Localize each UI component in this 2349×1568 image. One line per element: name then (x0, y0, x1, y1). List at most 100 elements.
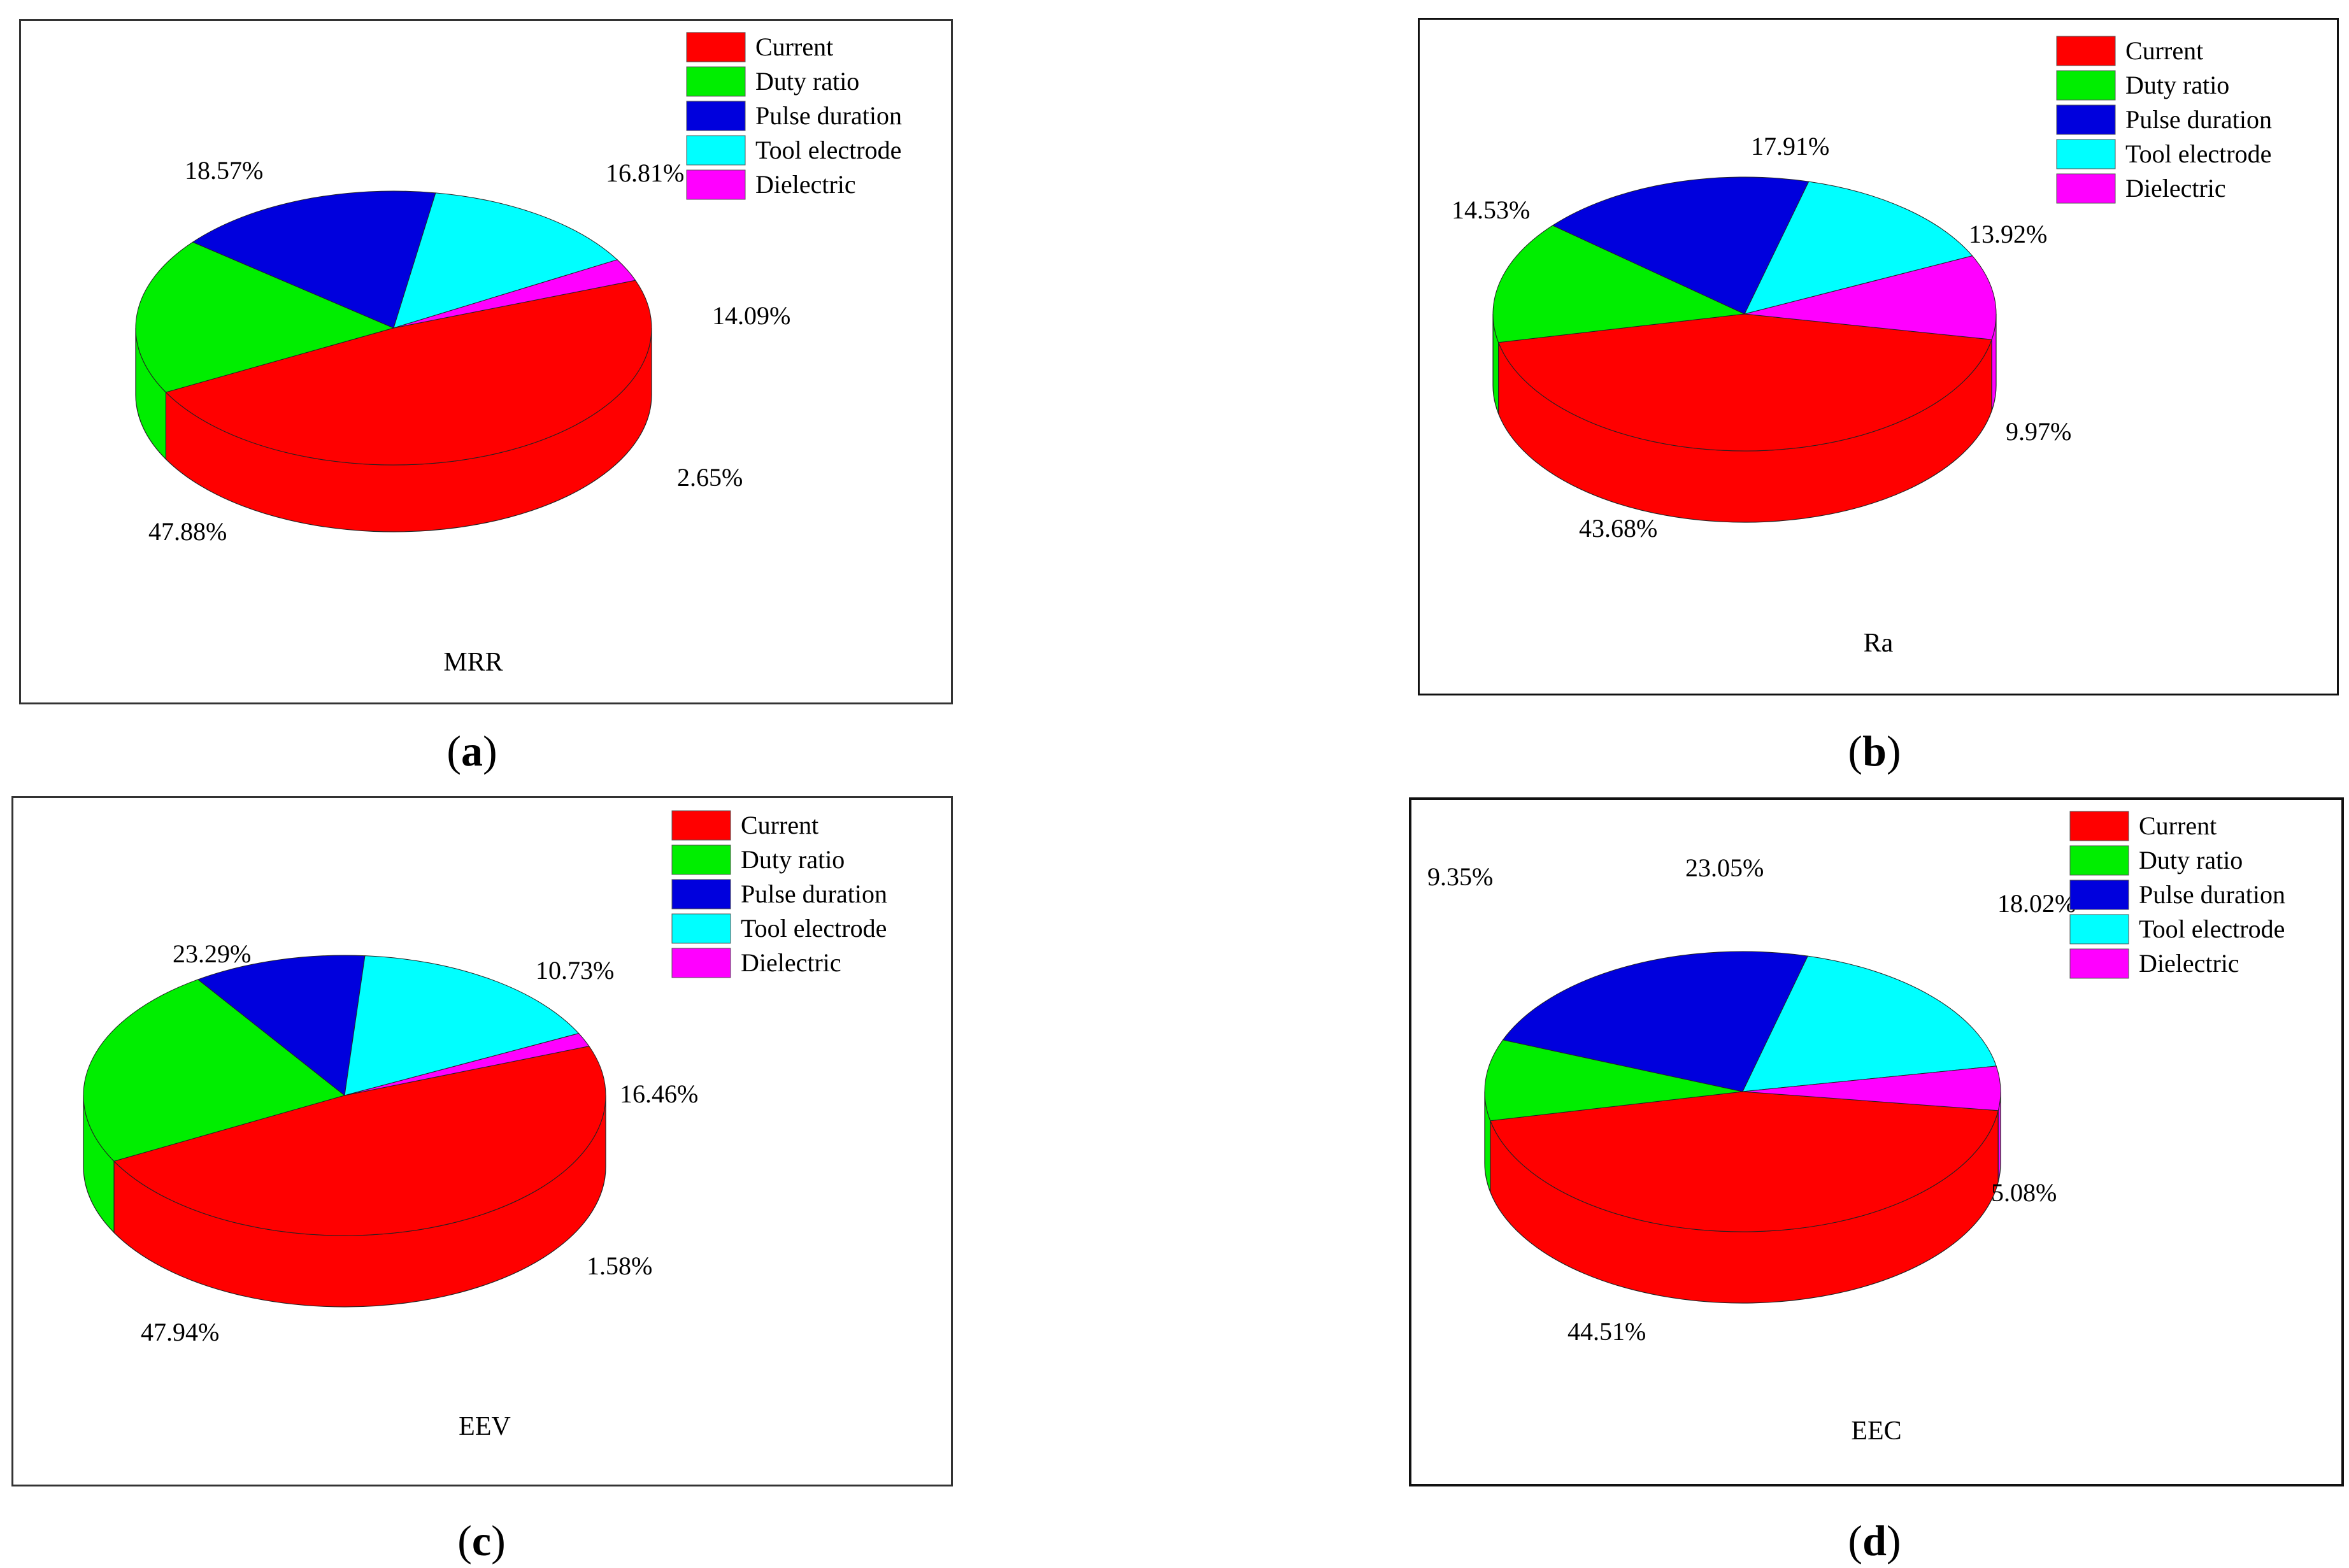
chart-c-title: EEV (459, 1412, 511, 1441)
legend-a-label: Tool electrode (755, 136, 901, 164)
legend-c-label: Tool electrode (741, 914, 887, 943)
pie-b-slice-pulse-duration (1552, 176, 1810, 315)
pie-c-slice-tool-electrode (344, 955, 580, 1096)
pie-c-value-label: 47.94% (141, 1318, 219, 1346)
pie-a-value-label: 16.81% (606, 159, 684, 187)
pie-d-value-label: 23.05% (1685, 853, 1764, 882)
chart-a-title: MRR (443, 648, 503, 677)
pie-b-slice-duty-ratio (1492, 225, 1746, 343)
legend-b-swatch (2056, 36, 2116, 66)
pie-b-value-label: 17.91% (1751, 132, 1829, 160)
legend-b-label: Duty ratio (2125, 71, 2229, 99)
legend-c-swatch (671, 913, 731, 944)
pie-chart-c: 47.94% 23.29% 10.73% 16.46% 1.58% Current Duty… (83, 810, 887, 1441)
caption-letter-d: d (1862, 1516, 1887, 1565)
legend-d-label: Duty ratio (2139, 846, 2243, 874)
pie-d-slice-duty-ratio (1484, 1039, 1743, 1122)
legend-a-swatch (686, 66, 746, 97)
pie-b-value-label: 9.97% (2006, 417, 2071, 446)
pie-d-slice-dielectric (1742, 1066, 2001, 1111)
legend-d-label: Dielectric (2139, 949, 2239, 978)
chart-d-title: EEC (1851, 1416, 1901, 1446)
legend-c-label: Duty ratio (741, 845, 845, 874)
legend-d-swatch (2069, 948, 2129, 979)
legend-a-label: Duty ratio (755, 67, 859, 96)
legend-d-label: Tool electrode (2139, 915, 2285, 943)
legend-d-swatch (2069, 811, 2129, 841)
pie-d-slice-pulse-duration (1502, 951, 1809, 1092)
pie-b-value-label: 14.53% (1452, 196, 1530, 224)
legend-c-swatch (671, 948, 731, 978)
legend-b-label: Tool electrode (2125, 139, 2271, 168)
pie-a-slice-current (165, 280, 652, 466)
legend-b-swatch (2056, 104, 2116, 135)
pie-c-value-label: 1.58% (587, 1251, 652, 1280)
pie-d-value-label: 9.35% (1427, 862, 1493, 891)
legend-a-label: Pulse duration (755, 101, 902, 130)
pie-c-slice-current (113, 1046, 606, 1236)
legend-c-swatch (671, 845, 731, 875)
caption-c: (c) (457, 1516, 506, 1565)
chart-panel-c: 47.94% 23.29% 10.73% 16.46% 1.58% Current Duty… (11, 796, 953, 1486)
pie-b-slice-tool-electrode (1744, 181, 1973, 315)
caption-letter-b: b (1862, 727, 1887, 775)
pie-b-value-label: 13.92% (1969, 220, 2047, 248)
legend-c-label: Current (741, 811, 818, 839)
legend-b-label: Dielectric (2125, 174, 2226, 203)
legend-d-swatch (2069, 914, 2129, 944)
pie-a-slice-tool-electrode (393, 192, 618, 329)
pie-a-value-label: 2.65% (677, 463, 743, 492)
legend-c-label: Pulse duration (741, 880, 887, 908)
legend-b-label: Current (2125, 36, 2203, 65)
pie-d-value-label: 18.02% (1997, 889, 2076, 918)
legend-b-swatch (2056, 70, 2116, 101)
pie-c-value-label: 16.46% (620, 1080, 698, 1108)
pie-a-slice-pulse-duration (192, 190, 436, 329)
pie-d-slice-current (1490, 1091, 1999, 1232)
caption-a: (a) (446, 727, 497, 775)
legend-c-swatch (671, 810, 731, 841)
chart-panel-d: 44.51% 9.35% 23.05% 18.02% 5.08% Current Duty … (1409, 797, 2344, 1486)
legend-a-label: Dielectric (755, 170, 856, 199)
chart-b-title: Ra (1864, 629, 1894, 658)
legend-a-label: Current (755, 32, 833, 61)
chart-panel-a: 47.88% 18.57% 16.81% 14.09% 2.65% Current Duty… (19, 19, 953, 704)
pie-d-value-label: 44.51% (1567, 1317, 1646, 1346)
pie-c-value-label: 23.29% (173, 939, 251, 968)
caption-b: (b) (1848, 727, 1901, 775)
legend-a-swatch (686, 135, 746, 166)
caption-letter-c: c (471, 1516, 492, 1565)
pie-c-value-label: 10.73% (536, 956, 614, 985)
pie-c-slice-pulse-duration (197, 955, 366, 1096)
legend-a-swatch (686, 101, 746, 131)
legend-d-label: Pulse duration (2139, 880, 2285, 909)
legend-b-swatch (2056, 173, 2116, 204)
legend-c-swatch (671, 879, 731, 909)
legend-b-label: Pulse duration (2125, 105, 2272, 134)
pie-a-slice-duty-ratio (135, 241, 395, 393)
pie-a-value-label: 47.88% (148, 517, 227, 546)
pie-b-slice-current (1497, 313, 1992, 452)
caption-letter-a: a (461, 727, 483, 775)
caption-d: (d) (1848, 1516, 1901, 1565)
chart-panel-b: 43.68% 14.53% 17.91% 13.92% 9.97% Current Duty… (1418, 18, 2339, 695)
pie-a-value-label: 18.57% (185, 156, 263, 185)
pie-b-value-label: 43.68% (1579, 514, 1657, 543)
pie-chart-d: 44.51% 9.35% 23.05% 18.02% 5.08% Current Duty … (1427, 811, 2285, 1446)
legend-d-swatch (2069, 845, 2129, 876)
pie-chart-b: 43.68% 14.53% 17.91% 13.92% 9.97% Current Duty… (1452, 36, 2272, 658)
pie-d-slice-tool-electrode (1742, 955, 1997, 1092)
legend-c-label: Dielectric (741, 948, 841, 977)
legend-b-swatch (2056, 139, 2116, 169)
legend-d-label: Current (2139, 811, 2217, 840)
legend-a-swatch (686, 169, 746, 200)
pie-c-slice-dielectric (344, 1033, 590, 1096)
legend-d-swatch (2069, 880, 2129, 910)
pie-chart-a: 47.88% 18.57% 16.81% 14.09% 2.65% Current Duty… (135, 32, 902, 677)
pie-b-slice-dielectric (1744, 255, 1997, 340)
pie-a-slice-dielectric (393, 259, 636, 329)
legend-a-swatch (686, 32, 746, 62)
pie-a-value-label: 14.09% (712, 301, 790, 330)
pie-c-slice-duty-ratio (83, 979, 346, 1162)
pie-d-value-label: 5.08% (1991, 1178, 2057, 1207)
